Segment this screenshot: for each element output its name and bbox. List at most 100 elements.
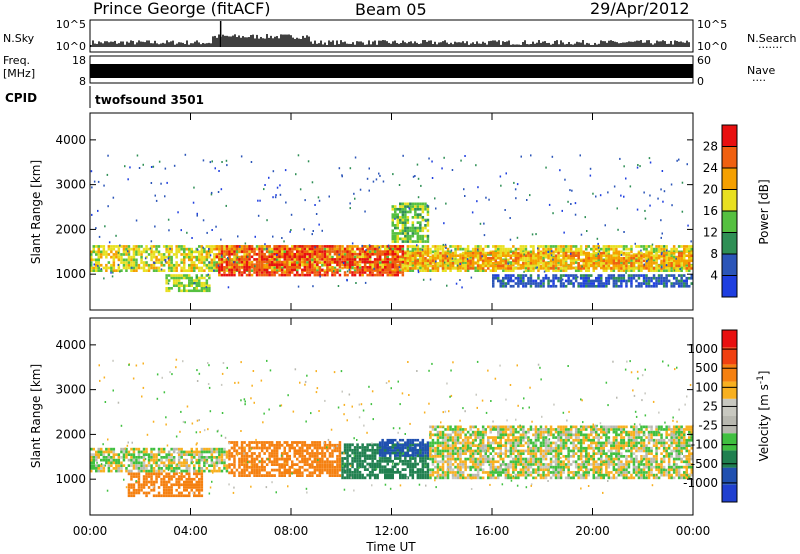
- heatmap-cell: [172, 276, 176, 280]
- heatmap-cell: [218, 266, 221, 269]
- heatmap-cell: [356, 266, 359, 269]
- heatmap-cell: [597, 282, 600, 285]
- heatmap-cell: [221, 161, 223, 163]
- heatmap-cell: [579, 282, 583, 285]
- heatmap-cell: [218, 469, 221, 473]
- heatmap-cell: [92, 461, 95, 465]
- heatmap-cell: [112, 458, 116, 462]
- heatmap-cell: [534, 284, 538, 288]
- heatmap-cell: [348, 263, 352, 266]
- heatmap-cell: [250, 446, 254, 450]
- heatmap-cell: [537, 282, 540, 285]
- heatmap-cell: [291, 252, 294, 256]
- heatmap-cell: [348, 258, 352, 261]
- heatmap-cell: [308, 247, 312, 251]
- heatmap-cell: [683, 274, 686, 277]
- heatmap-cell: [577, 284, 580, 288]
- heatmap-cell: [328, 245, 332, 248]
- heatmap-cell: [549, 262, 553, 265]
- heatmap-cell: [642, 282, 646, 285]
- heatmap-cell: [582, 253, 585, 256]
- heatmap-cell: [268, 255, 271, 259]
- heatmap-cell: [291, 245, 294, 248]
- heatmap-cell: [585, 284, 588, 288]
- heatmap-cell: [275, 271, 279, 274]
- heatmap-cell: [167, 247, 171, 251]
- heatmap-cell: [286, 268, 289, 272]
- heatmap-cell: [253, 446, 256, 450]
- heatmap-cell: [313, 258, 317, 261]
- heatmap-cell: [562, 262, 565, 265]
- heatmap-cell: [665, 279, 668, 283]
- heatmap-cell: [484, 256, 487, 260]
- heatmap-cell: [681, 210, 684, 213]
- heatmap-cell: [544, 276, 548, 280]
- heatmap-cell: [315, 213, 318, 215]
- heatmap-cell: [620, 269, 623, 272]
- heatmap-cell: [100, 464, 103, 467]
- heatmap-cell: [180, 253, 183, 256]
- heatmap-cell: [353, 273, 357, 277]
- heatmap-cell: [508, 279, 511, 282]
- heatmap-cell: [165, 247, 168, 251]
- heatmap-cell: [164, 260, 167, 263]
- heatmap-cell: [569, 279, 573, 283]
- heatmap-cell: [356, 252, 359, 256]
- heatmap-cell: [308, 250, 312, 254]
- heatmap-cell: [431, 267, 435, 270]
- heatmap-cell: [293, 454, 296, 458]
- heatmap-cell: [552, 284, 555, 288]
- heatmap-cell: [336, 245, 339, 248]
- heatmap-cell: [130, 258, 133, 262]
- heatmap-cell: [688, 284, 691, 288]
- heatmap-cell: [396, 273, 399, 277]
- heatmap-cell: [240, 273, 244, 277]
- heatmap-cell: [291, 460, 294, 464]
- heatmap-cell: [650, 284, 653, 288]
- heatmap-cell: [165, 464, 168, 467]
- heatmap-cell: [188, 269, 191, 272]
- heatmap-cell: [180, 461, 183, 465]
- heatmap-cell: [615, 245, 618, 248]
- heatmap-cell: [420, 184, 422, 187]
- heatmap-cell: [539, 279, 543, 283]
- heatmap-cell: [323, 273, 327, 277]
- heatmap-cell: [662, 254, 666, 257]
- heatmap-cell: [391, 218, 394, 222]
- heatmap-cell: [213, 464, 216, 467]
- heatmap-cell: [268, 271, 271, 274]
- heatmap-cell: [100, 458, 103, 462]
- heatmap-cell: [592, 251, 595, 255]
- heatmap-cell: [534, 262, 538, 265]
- heatmap-cell: [253, 247, 256, 251]
- heatmap-cell: [172, 263, 176, 267]
- heatmap-cell: [557, 261, 560, 264]
- heatmap-cell: [570, 252, 572, 255]
- heatmap-cell: [220, 252, 224, 256]
- heatmap-cell: [127, 464, 131, 467]
- heatmap-cell: [280, 463, 284, 466]
- heatmap-cell: [406, 229, 410, 233]
- heatmap-cell: [640, 245, 643, 248]
- heatmap-cell: [193, 255, 196, 259]
- heatmap-cell: [416, 229, 420, 233]
- heatmap-cell: [316, 263, 319, 266]
- heatmap-cell: [622, 256, 626, 260]
- heatmap-cell: [652, 256, 656, 260]
- heatmap-cell: [323, 269, 327, 272]
- heatmap-cell: [167, 461, 171, 465]
- heatmap-cell: [610, 256, 613, 260]
- heatmap-cell: [394, 216, 397, 219]
- heatmap-cell: [281, 237, 283, 239]
- heatmap-cell: [424, 256, 427, 260]
- heatmap-cell: [243, 463, 246, 466]
- heatmap-cell: [208, 261, 211, 264]
- heatmap-cell: [210, 464, 214, 467]
- heatmap-cell: [688, 259, 691, 263]
- heatmap-cell: [502, 245, 505, 248]
- heatmap-cell: [112, 263, 116, 267]
- heatmap-cell: [336, 271, 339, 274]
- heatmap-cell: [426, 234, 430, 238]
- heatmap-cell: [110, 269, 113, 272]
- heatmap-cell: [316, 273, 319, 277]
